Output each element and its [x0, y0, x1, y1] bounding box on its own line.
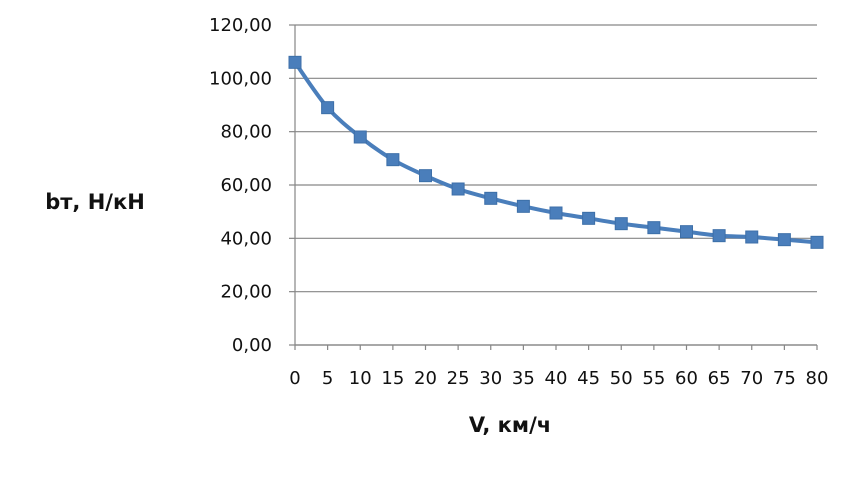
x-tick-label: 70 [740, 368, 763, 389]
data-point-marker [549, 206, 563, 220]
y-tick-label: 20,00 [220, 282, 272, 303]
data-point-marker [745, 230, 759, 244]
y-tick-label: 100,00 [209, 68, 272, 89]
axes [289, 24, 818, 350]
x-tick-label: 35 [512, 368, 535, 389]
y-tick-label: 80,00 [220, 122, 272, 143]
data-point-marker [582, 211, 596, 225]
gridlines [295, 24, 817, 346]
data-point-marker [386, 153, 400, 167]
data-point-marker [353, 130, 367, 144]
data-point-marker [647, 221, 661, 235]
data-point-marker [419, 169, 432, 183]
y-tick-label: 120,00 [209, 15, 272, 36]
x-tick-label: 40 [545, 368, 568, 389]
data-point-marker [712, 229, 726, 243]
y-axis-title: bт, Н/кН [45, 190, 145, 214]
x-tick-label: 15 [381, 368, 404, 389]
tick-labels: 0,00 20,00 40,00 60,00 80,00 100,00 120,00 0 5 10… [209, 15, 828, 389]
x-tick-label: 55 [642, 368, 665, 389]
data-point-marker [516, 199, 530, 213]
data-point-marker [288, 55, 302, 69]
data-point-marker [614, 217, 628, 231]
x-tick-label: 10 [349, 368, 372, 389]
x-tick-label: 5 [322, 368, 333, 389]
data-point-marker [484, 191, 498, 205]
x-tick-label: 20 [414, 368, 437, 389]
y-tick-label: 40,00 [220, 228, 272, 249]
x-tick-label: 45 [577, 368, 600, 389]
y-tick-label: 0,00 [232, 335, 272, 356]
x-tick-label: 30 [479, 368, 502, 389]
x-tick-label: 65 [708, 368, 731, 389]
marker-layer [288, 55, 824, 249]
x-axis-title: V, км/ч [469, 413, 551, 437]
x-tick-label: 50 [610, 368, 633, 389]
x-tick-label: 0 [289, 368, 300, 389]
x-tick-label: 80 [806, 368, 829, 389]
data-point-marker [451, 182, 465, 196]
data-point-marker [810, 235, 824, 249]
x-tick-label: 75 [773, 368, 796, 389]
x-tick-label: 60 [675, 368, 698, 389]
data-point-marker [777, 233, 791, 247]
x-tick-label: 25 [447, 368, 470, 389]
data-point-marker [321, 101, 335, 115]
y-tick-label: 60,00 [220, 175, 272, 196]
data-point-marker [680, 225, 693, 239]
